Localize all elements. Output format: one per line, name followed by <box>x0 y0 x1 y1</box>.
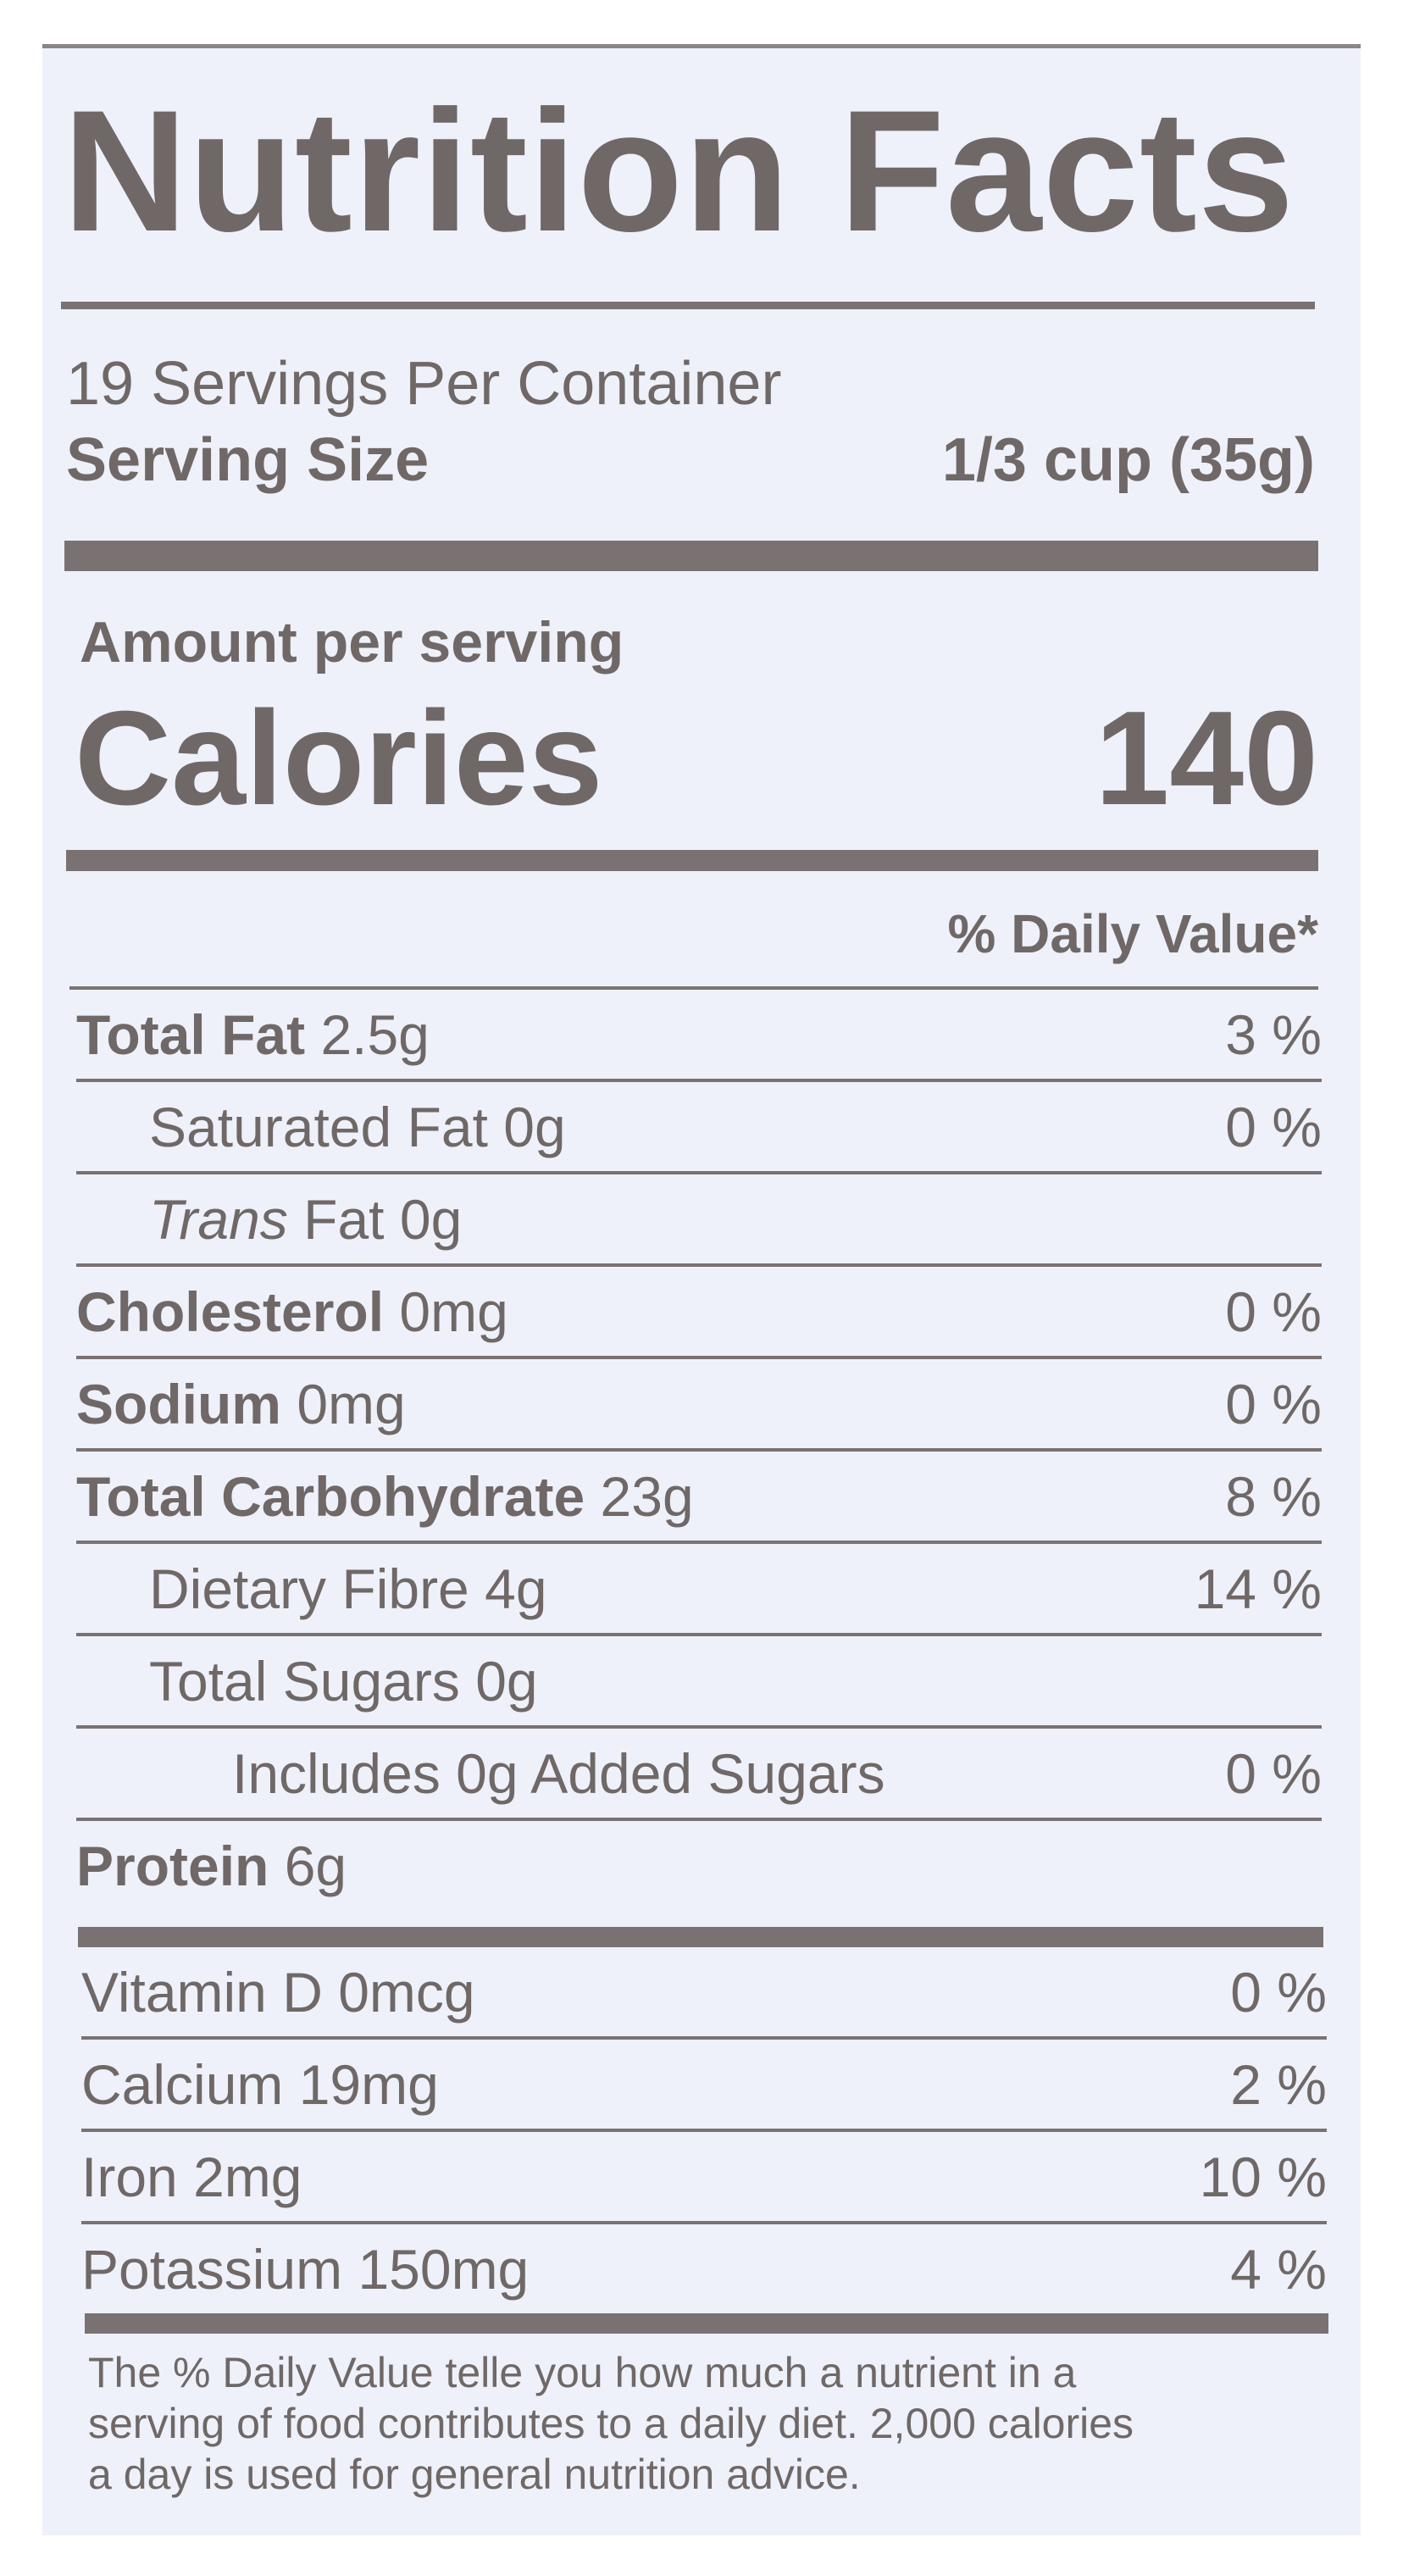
footnote: The % Daily Value telle you how much a n… <box>88 2347 1325 2500</box>
daily-value: 0 % <box>1225 1280 1322 1343</box>
nutrient-row-dietary-fibre: Dietary Fibre 4g 14 % <box>76 1544 1322 1636</box>
vitamin-row-iron: Iron 2mg 10 % <box>81 2132 1327 2224</box>
nutrient-row-saturated-fat: Saturated Fat 0g 0 % <box>76 1082 1322 1174</box>
label-title: Nutrition Facts <box>63 75 1295 268</box>
servings-per-container: 19 Servings Per Container <box>66 346 1315 422</box>
daily-value: 8 % <box>1225 1464 1322 1528</box>
vitamin-rows: Vitamin D 0mcg 0 % Calcium 19mg 2 % Iron 2… <box>81 1947 1327 2313</box>
daily-value: 3 % <box>1225 1002 1322 1066</box>
daily-value-header-text: % Daily Value* <box>947 903 1318 964</box>
nutrient-row-total-sugars: Total Sugars 0g <box>76 1636 1322 1729</box>
nutrient-row-added-sugars: Includes 0g Added Sugars 0 % <box>76 1729 1322 1821</box>
servings-text: 19 Servings Per Container <box>66 350 782 418</box>
daily-value: 2 % <box>1230 2052 1327 2116</box>
daily-value: 14 % <box>1194 1557 1322 1620</box>
nutrient-row-total-fat: Total Fat 2.5g 3 % <box>76 990 1322 1082</box>
nutrient-row-trans-fat: Trans Fat 0g <box>76 1174 1322 1267</box>
daily-value: 0 % <box>1225 1741 1322 1805</box>
serving-size-value: 1/3 cup (35g) <box>941 426 1315 494</box>
daily-value-header: % Daily Value* <box>66 900 1318 968</box>
footer-thick-rule <box>85 2313 1328 2334</box>
calories-row: Calories 140 <box>75 684 1318 833</box>
title-rule <box>61 302 1315 309</box>
daily-value: 0 % <box>1225 1095 1322 1158</box>
serving-size-label: Serving Size <box>66 426 430 494</box>
medium-rule <box>66 850 1318 871</box>
daily-value: 0 % <box>1225 1372 1322 1435</box>
footnote-line: a day is used for general nutrition advi… <box>88 2451 861 2498</box>
footnote-line: serving of food contributes to a daily d… <box>88 2400 1134 2447</box>
nutrient-row-total-carbohydrate: Total Carbohydrate 23g 8 % <box>76 1452 1322 1544</box>
vitamin-row-calcium: Calcium 19mg 2 % <box>81 2040 1327 2132</box>
protein-thick-rule <box>78 1927 1323 1947</box>
daily-value: 4 % <box>1230 2237 1327 2301</box>
vitamin-row-potassium: Potassium 150mg 4 % <box>81 2237 1327 2301</box>
nutrient-rows: Total Fat 2.5g 3 % Saturated Fat 0g 0 % … <box>76 990 1322 1910</box>
daily-value: 10 % <box>1199 2145 1327 2208</box>
nutrient-row-protein: Protein 6g <box>76 1834 347 1897</box>
thick-rule <box>64 541 1318 571</box>
amount-per-serving-text: Amount per serving <box>80 610 624 675</box>
nutrition-label-panel <box>42 44 1361 2535</box>
thin-rule <box>69 986 1318 990</box>
footnote-line: The % Daily Value telle you how much a n… <box>88 2349 1077 2396</box>
vitamin-row-vitamin-d: Vitamin D 0mcg 0 % <box>81 1947 1327 2040</box>
nutrient-row-cholesterol: Cholesterol 0mg 0 % <box>76 1267 1322 1359</box>
nutrient-row-sodium: Sodium 0mg 0 % <box>76 1359 1322 1452</box>
amount-per-serving: Amount per serving <box>80 608 1315 676</box>
serving-size-row: Serving Size 1/3 cup (35g) <box>66 422 1315 498</box>
calories-label: Calories <box>75 683 603 833</box>
daily-value: 0 % <box>1230 1960 1327 2024</box>
calories-value: 140 <box>1095 683 1318 833</box>
